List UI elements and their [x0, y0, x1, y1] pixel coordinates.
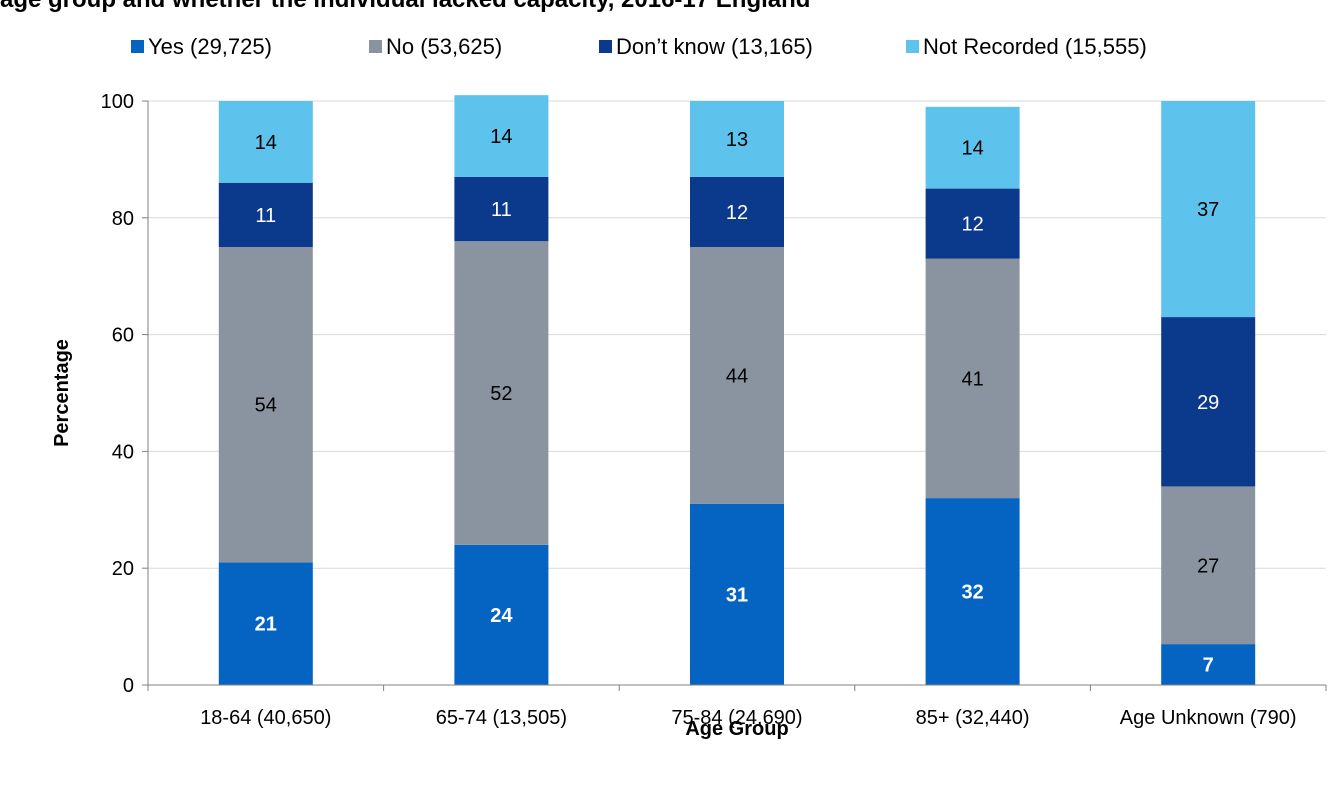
data-label: 11 — [491, 199, 512, 221]
data-label: 12 — [726, 202, 748, 224]
data-label: 12 — [961, 214, 983, 236]
data-label: 37 — [1197, 199, 1219, 221]
data-label: 29 — [1197, 392, 1219, 414]
bar-segment — [925, 106, 1020, 189]
bar-segment — [1161, 486, 1256, 645]
legend-swatch — [369, 40, 382, 53]
y-tick-label: 100 — [101, 91, 134, 113]
bar-segment — [454, 241, 549, 545]
bar-segment — [218, 562, 313, 685]
data-label: 14 — [255, 132, 277, 154]
legend-label: Not Recorded (15,555) — [923, 34, 1147, 59]
x-tick-label: 65-74 (13,505) — [436, 707, 567, 729]
bar-segment — [925, 498, 1020, 685]
bar-segment — [454, 176, 549, 242]
bar-segment — [690, 247, 784, 504]
legend-label: Don’t know (13,165) — [616, 34, 813, 59]
data-label: 27 — [1197, 555, 1219, 577]
legend-label: No (53,625) — [386, 34, 502, 59]
bar-segment — [454, 95, 549, 177]
bar-segment — [1161, 101, 1256, 318]
bar-segment — [1161, 317, 1256, 487]
legend-label: Yes (29,725) — [148, 34, 272, 59]
bar-segment — [454, 544, 549, 685]
data-label: 7 — [1203, 655, 1214, 677]
bar-segment — [925, 258, 1020, 499]
data-label: 32 — [961, 582, 983, 604]
y-tick-label: 20 — [112, 558, 134, 580]
legend: Yes (29,725) No (53,625) Don’t know (13,16… — [131, 34, 1147, 59]
x-tick-label: Age Unknown (790) — [1120, 707, 1297, 729]
data-label: 14 — [490, 126, 512, 148]
y-tick-label: 40 — [112, 441, 134, 463]
bar-segment — [1161, 644, 1256, 685]
data-label: 31 — [726, 584, 748, 606]
bar-segment — [690, 503, 784, 685]
y-axis-label: Percentage — [51, 339, 73, 447]
data-label: 24 — [490, 605, 513, 627]
data-label: 41 — [961, 368, 983, 390]
bar-segment — [690, 176, 784, 247]
data-label: 14 — [961, 138, 983, 160]
legend-swatch — [906, 40, 919, 53]
legend-swatch — [131, 40, 144, 53]
axes: 0 20 40 60 80 100 18-64 (40,650) 65-74 (13,505)… — [101, 91, 1327, 729]
bar-segment — [218, 101, 313, 183]
bars: 21 54 11 14 24 52 11 14 31 44 12 13 32 41 12 14 7 27 29 37 — [218, 95, 1256, 685]
bar-segment — [925, 188, 1020, 259]
data-label: 13 — [726, 129, 748, 151]
bar-segment — [218, 247, 313, 563]
chart-title-fragment: age group and whether the individual lac… — [0, 0, 810, 12]
x-tick-label: 75-84 (24,690) — [671, 707, 802, 729]
data-label: 54 — [255, 395, 277, 417]
y-tick-label: 60 — [112, 325, 134, 347]
y-tick-label: 80 — [112, 208, 134, 230]
data-label: 52 — [490, 383, 512, 405]
bar-segment — [690, 101, 784, 177]
data-label: 21 — [255, 614, 277, 636]
legend-swatch — [599, 40, 612, 53]
bar-segment — [218, 182, 313, 247]
x-tick-label: 18-64 (40,650) — [200, 707, 331, 729]
title-clip: age group and whether the individual lac… — [0, 0, 1344, 12]
data-label: 11 — [255, 205, 276, 227]
x-tick-label: 85+ (32,440) — [916, 707, 1030, 729]
y-tick-label: 0 — [123, 675, 134, 697]
data-label: 44 — [726, 365, 748, 387]
x-axis-label: Age Group — [685, 718, 788, 740]
